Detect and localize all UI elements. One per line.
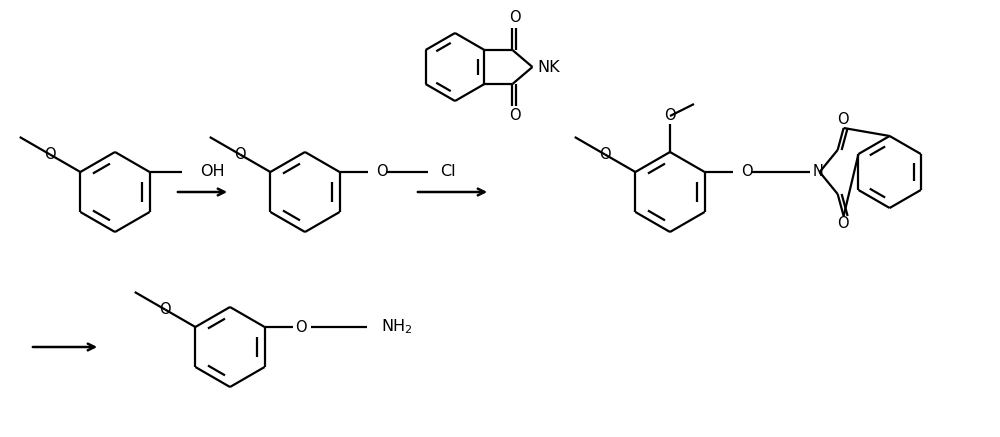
Text: O: O	[509, 10, 520, 25]
Text: N: N	[813, 164, 824, 180]
Text: O: O	[741, 164, 752, 180]
Text: OH: OH	[200, 164, 224, 180]
Text: O: O	[837, 216, 848, 232]
Text: O: O	[376, 164, 387, 180]
Text: O: O	[44, 147, 56, 162]
Text: O: O	[599, 147, 611, 162]
Text: NH$_2$: NH$_2$	[381, 318, 412, 336]
Text: O: O	[295, 319, 306, 334]
Text: O: O	[509, 108, 520, 124]
Text: O: O	[664, 108, 676, 124]
Text: O: O	[159, 302, 171, 317]
Text: O: O	[837, 112, 848, 128]
Text: Cl: Cl	[440, 164, 455, 180]
Text: O: O	[234, 147, 246, 162]
Text: NK: NK	[537, 59, 560, 74]
